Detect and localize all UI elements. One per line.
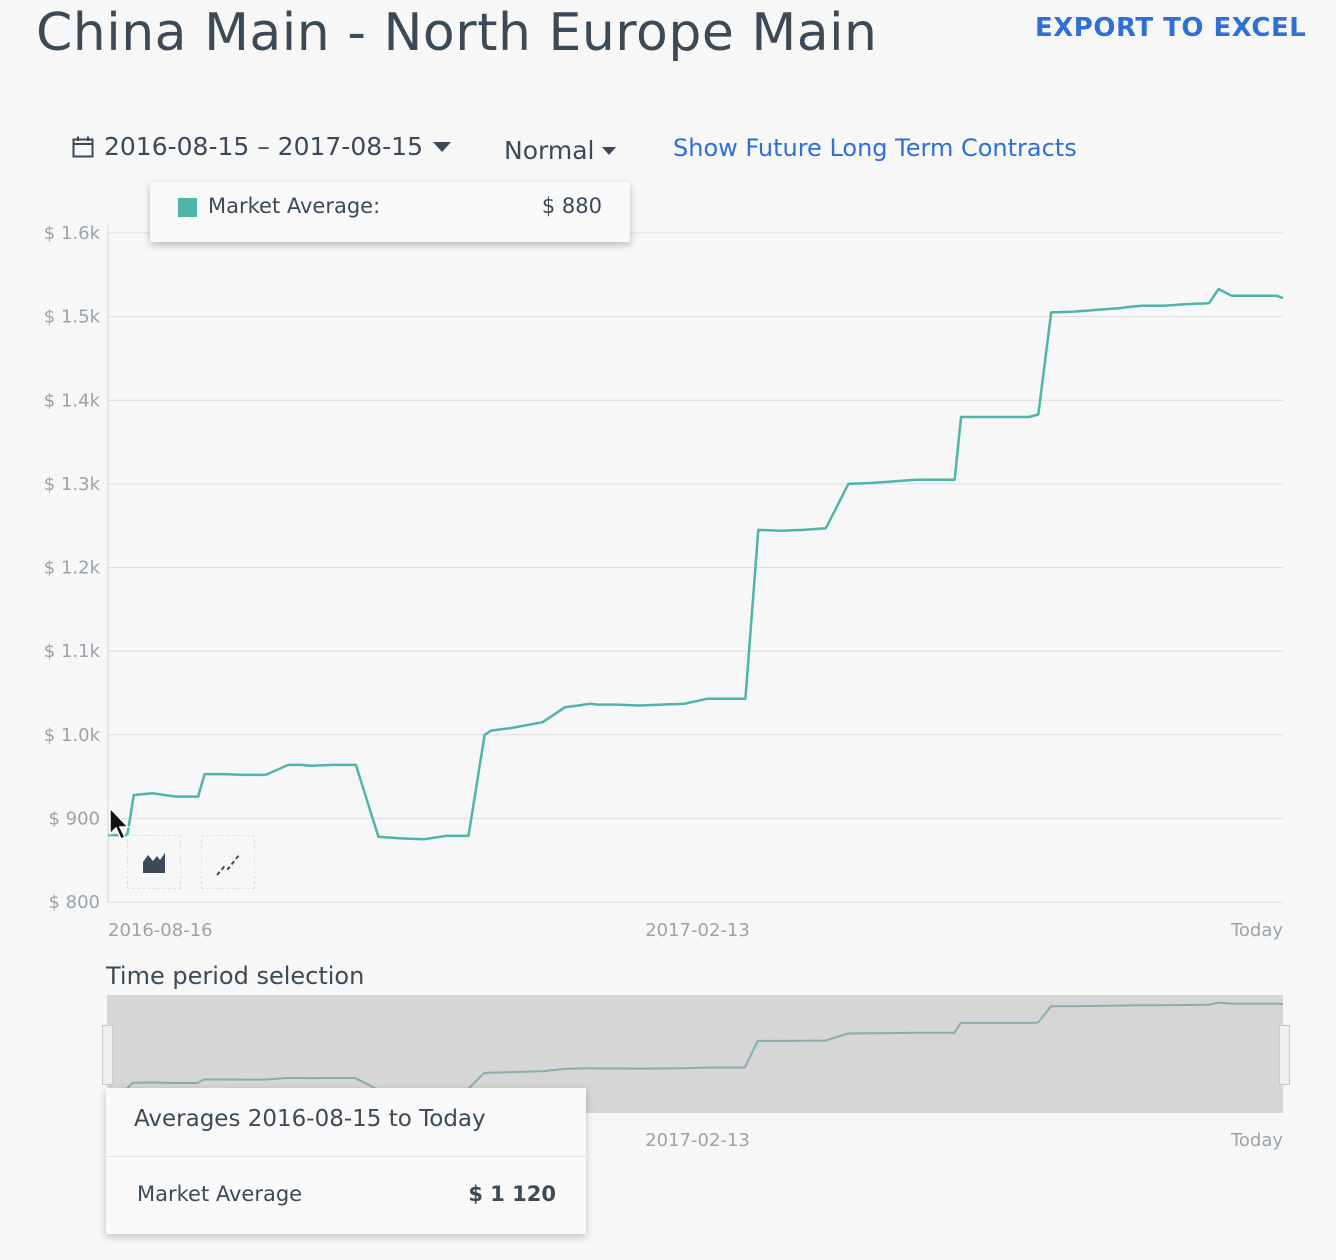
averages-header: Averages 2016-08-15 to Today — [134, 1106, 486, 1132]
x-tick-label: Today — [1230, 920, 1283, 941]
mouse-cursor-icon — [109, 806, 130, 841]
time-period-navigator[interactable] — [107, 995, 1283, 1113]
navigator-x-tick-label: 2017-02-13 — [645, 1130, 750, 1151]
caret-down-icon — [602, 146, 617, 155]
y-tick-label: $ 1.4k — [44, 390, 101, 411]
area-chart-icon — [143, 853, 165, 873]
date-range-text: 2016-08-15 – 2017-08-15 — [104, 132, 423, 161]
area-chart-button[interactable] — [127, 835, 181, 889]
mode-dropdown[interactable]: Normal — [504, 136, 617, 165]
caret-down-icon — [432, 141, 451, 152]
chart-tooltip: Market Average: $ 880 — [150, 182, 630, 242]
mode-value: Normal — [504, 136, 595, 165]
x-tick-label: 2016-08-16 — [108, 920, 213, 941]
time-period-label: Time period selection — [106, 962, 365, 990]
y-tick-label: $ 1.2k — [44, 558, 101, 579]
series-line-market-average[interactable] — [108, 287, 1284, 841]
export-to-excel-button[interactable]: EXPORT TO EXCEL — [1035, 13, 1307, 43]
market-average-label: Market Average — [137, 1182, 303, 1206]
navigator-series-line — [107, 1001, 1283, 1091]
averages-divider — [106, 1156, 586, 1157]
show-future-contracts-link[interactable]: Show Future Long Term Contracts — [673, 134, 1077, 162]
navigator-x-tick-label: Today — [1230, 1130, 1283, 1151]
y-tick-label: $ 900 — [48, 808, 100, 829]
line-chart-icon — [216, 854, 240, 876]
y-tick-label: $ 1.1k — [44, 641, 101, 662]
averages-panel: Averages 2016-08-15 to Today Market Aver… — [106, 1088, 586, 1234]
y-tick-label: $ 1.3k — [44, 474, 101, 495]
date-range-picker[interactable]: 2016-08-15 – 2017-08-15 — [72, 132, 451, 161]
x-tick-label: 2017-02-13 — [645, 920, 750, 941]
series-swatch — [178, 198, 197, 217]
chart-controls: 2016-08-15 – 2017-08-15 Normal Show Futu… — [0, 132, 1336, 172]
tooltip-value: $ 880 — [541, 194, 602, 218]
navigator-right-handle[interactable] — [1279, 1025, 1290, 1085]
navigator-series — [107, 1001, 1283, 1091]
tooltip-label: Market Average: — [208, 194, 381, 218]
y-tick-label: $ 1.0k — [44, 725, 101, 746]
line-chart-button[interactable] — [201, 835, 255, 889]
y-tick-label: $ 800 — [48, 892, 100, 913]
page-title: China Main - North Europe Main — [36, 3, 878, 63]
y-tick-label: $ 1.6k — [44, 223, 101, 244]
y-tick-label: $ 1.5k — [44, 307, 101, 328]
market-average-value: $ 1 120 — [468, 1182, 556, 1206]
navigator-left-handle[interactable] — [102, 1025, 113, 1085]
calendar-icon — [72, 136, 94, 157]
